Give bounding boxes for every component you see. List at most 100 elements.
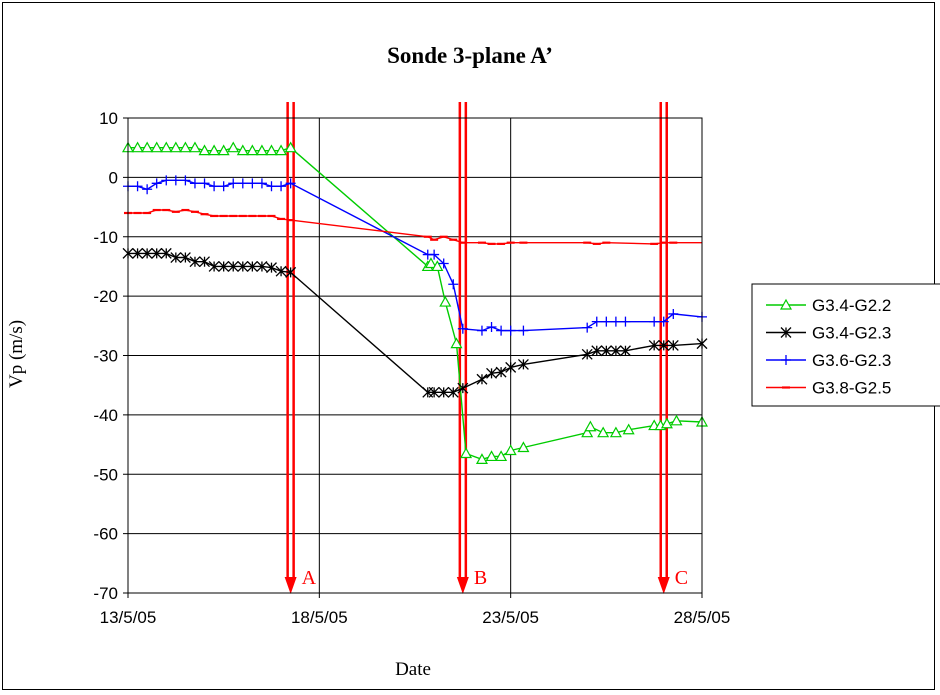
data-point — [600, 345, 612, 357]
data-point — [180, 175, 191, 186]
data-point — [476, 373, 488, 385]
data-point — [198, 144, 211, 156]
data-point — [275, 144, 288, 156]
data-point — [658, 339, 670, 351]
data-point — [246, 260, 258, 272]
data-point — [424, 257, 437, 269]
data-point — [150, 141, 163, 153]
data-point — [610, 345, 622, 357]
data-point — [504, 444, 517, 456]
data-point — [495, 450, 508, 462]
data-point — [141, 247, 153, 259]
y-tick-label: -30 — [93, 347, 118, 366]
series-group — [121, 141, 709, 465]
data-point — [151, 247, 163, 259]
data-point — [218, 260, 230, 272]
data-point — [189, 178, 200, 189]
data-point — [667, 339, 679, 351]
data-point — [610, 316, 621, 327]
data-point — [227, 141, 240, 153]
data-point — [505, 361, 517, 373]
event-marker-label: A — [302, 567, 317, 589]
data-point — [438, 386, 450, 398]
event-marker-arrowhead — [456, 577, 469, 594]
data-point — [199, 178, 210, 189]
data-point — [255, 144, 268, 156]
x-tick-label: 18/5/05 — [291, 608, 348, 627]
series-G3.8-G2.5 — [124, 208, 702, 245]
data-point — [505, 325, 516, 336]
data-point — [438, 258, 449, 269]
data-point — [237, 260, 249, 272]
data-point — [622, 423, 635, 435]
data-point — [170, 252, 182, 263]
data-point — [142, 184, 153, 195]
data-point — [609, 426, 622, 438]
data-point — [475, 453, 488, 465]
data-point — [275, 265, 287, 277]
data-point — [228, 178, 239, 189]
series-G3.4-G2.3 — [122, 247, 708, 398]
data-point — [169, 141, 182, 153]
data-point — [496, 325, 507, 336]
event-marker-arrowhead — [284, 577, 297, 594]
data-point — [132, 181, 143, 192]
data-point — [131, 141, 144, 153]
data-point — [237, 178, 248, 189]
data-point — [218, 181, 229, 192]
data-point — [208, 144, 221, 156]
data-point — [265, 144, 278, 156]
data-point — [620, 316, 631, 327]
y-tick-label: -50 — [93, 465, 118, 484]
data-point — [266, 181, 277, 192]
legend-label: G3.8-G2.5 — [812, 379, 891, 398]
x-axis-label: Date — [395, 659, 431, 680]
data-point — [620, 345, 631, 357]
data-point — [246, 144, 259, 156]
event-marker-arrowhead — [657, 577, 670, 594]
data-point — [518, 325, 529, 336]
data-point — [448, 279, 459, 290]
chart-title: Sonde 3-plane A’ — [387, 43, 553, 68]
legend-label: G3.4-G2.3 — [812, 324, 891, 343]
x-tick-label: 28/5/05 — [674, 608, 731, 627]
data-point — [429, 249, 440, 260]
data-point — [447, 386, 459, 398]
data-point — [457, 382, 469, 394]
legend-label: G3.4-G2.2 — [812, 296, 891, 315]
event-markers: A B C — [284, 102, 688, 594]
tick-labels: 10 0 -10 -20 -30 -40 -50 -60 -70 13/5/05 18/5/05 23… — [93, 109, 730, 627]
data-point — [276, 181, 287, 192]
data-point — [660, 417, 673, 429]
data-point — [209, 181, 220, 192]
data-point — [179, 252, 191, 263]
data-point — [581, 426, 594, 438]
data-point — [460, 447, 473, 459]
data-point — [517, 441, 530, 453]
data-point — [132, 247, 144, 259]
data-point — [266, 262, 277, 274]
data-point — [236, 144, 249, 156]
data-point — [591, 345, 603, 357]
data-point — [256, 178, 267, 189]
legend: G3.4-G2.2 G3.4-G2.3 G3.6-G2.3 G3.8-G2.5 — [751, 283, 940, 407]
y-tick-label: -10 — [93, 228, 118, 247]
data-point — [160, 141, 173, 153]
data-point — [601, 316, 612, 327]
data-point — [649, 316, 660, 327]
data-point — [285, 178, 296, 189]
data-point — [495, 366, 507, 378]
data-point — [670, 414, 683, 426]
data-point — [170, 175, 181, 186]
data-point — [591, 316, 602, 327]
data-point — [151, 178, 162, 189]
y-tick-label: -60 — [93, 525, 118, 544]
series-G3.4-G2.2 — [121, 141, 709, 465]
data-point — [208, 260, 220, 272]
data-point — [217, 144, 230, 156]
data-point — [188, 141, 201, 153]
y-tick-label: -70 — [93, 584, 118, 603]
series-line — [128, 146, 703, 461]
y-tick-label: -40 — [93, 406, 118, 425]
